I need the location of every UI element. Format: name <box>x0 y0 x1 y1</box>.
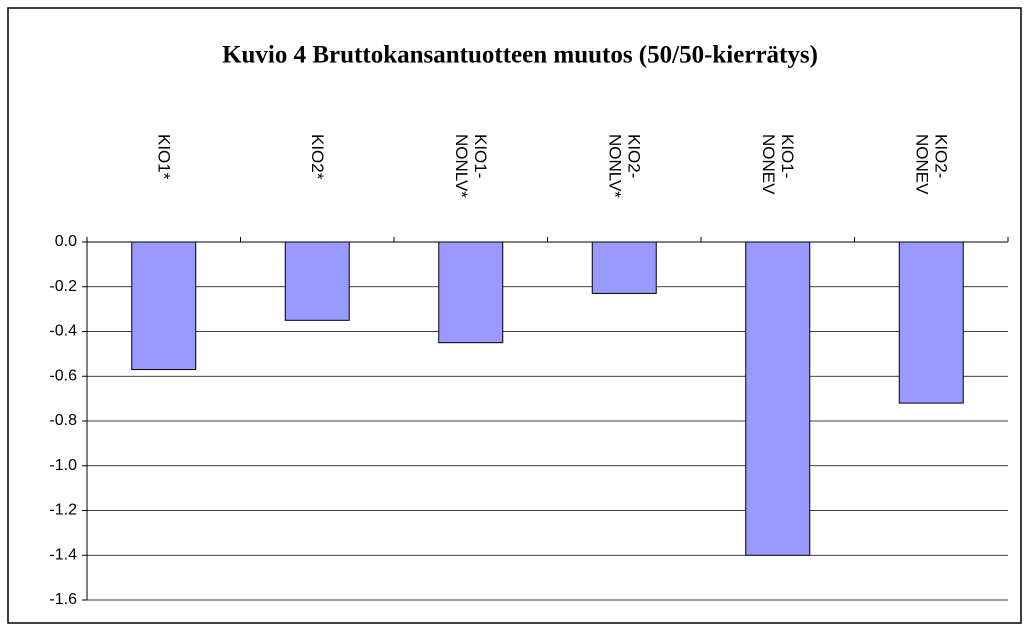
x-tick-label: KIO1-NONLV* <box>451 134 490 198</box>
bar <box>745 241 811 556</box>
chart-title: Kuvio 4 Bruttokansantuotteen muutos (50/… <box>222 42 818 69</box>
y-tick-label: -1.4 <box>49 546 77 563</box>
y-tick-label: -1.0 <box>49 457 77 474</box>
x-tick-label: KIO2-NONLV* <box>605 134 644 198</box>
x-tick-label: KIO1-NONEV <box>758 134 797 195</box>
y-tick-label: -1.2 <box>49 502 77 519</box>
bar <box>438 241 504 344</box>
y-tick-label: -0.6 <box>49 367 77 384</box>
bar <box>131 241 197 371</box>
bar <box>898 241 964 404</box>
x-tick-label: KIO2* <box>307 134 327 180</box>
y-tick-label: -1.6 <box>49 591 77 608</box>
y-tick-label: -0.8 <box>49 412 77 429</box>
x-tick-label: KIO2-NONEV <box>912 134 951 195</box>
bar <box>591 241 657 294</box>
x-tick-label: KIO1* <box>154 134 174 180</box>
y-tick-label: -0.4 <box>49 323 77 340</box>
bar <box>284 241 350 321</box>
y-tick-label: -0.2 <box>49 278 77 295</box>
y-tick-label: 0.0 <box>55 233 77 250</box>
